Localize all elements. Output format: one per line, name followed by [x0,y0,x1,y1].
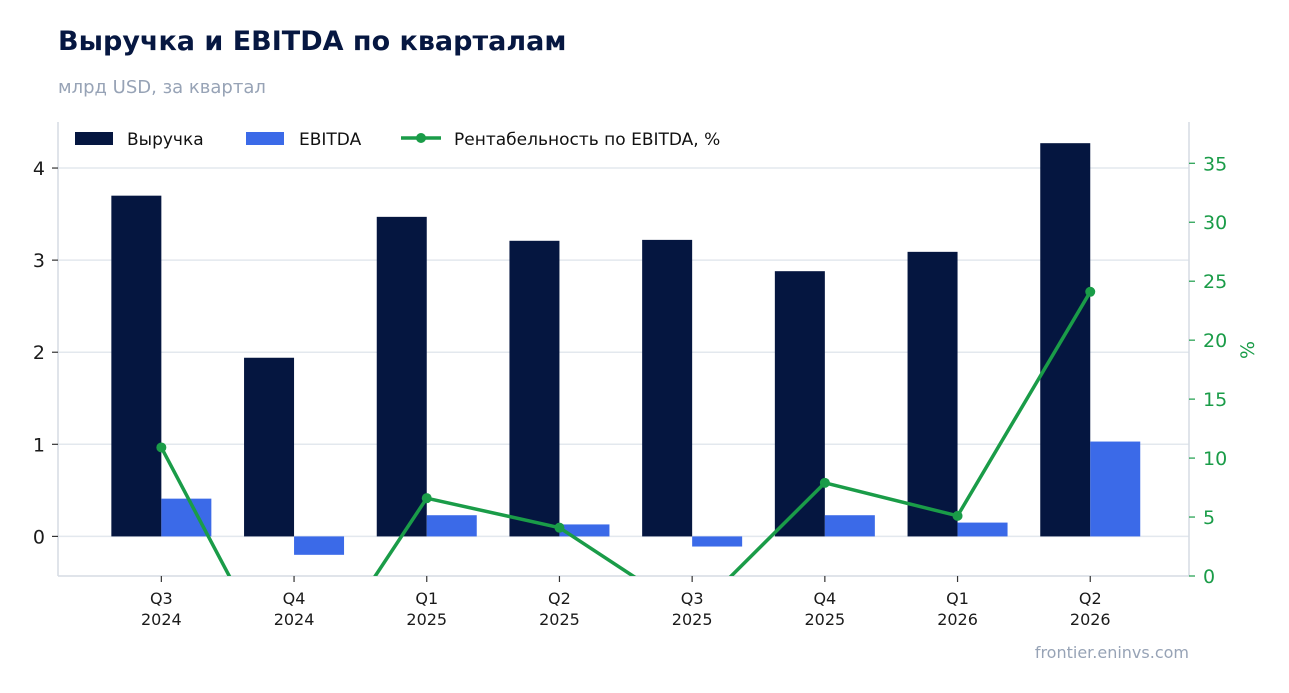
ebitda-bar [294,536,345,555]
ebitda-bar [957,522,1008,537]
margin-point [421,493,432,504]
right-tick-label: 20 [1203,330,1227,352]
x-tick-label: Q3 2024 [141,589,182,629]
grid-lines [58,167,1189,538]
right-tick-label: 10 [1203,448,1227,470]
revenue-bar [907,251,958,537]
right-axis-label: % [1237,341,1259,359]
x-tick-label: Q2 2025 [539,589,580,629]
revenue-bar [642,239,693,537]
left-tick-label: 3 [33,250,45,272]
legend: Выручка EBITDA Рентабельность по EBITDA, % [75,130,720,150]
x-tick-label: Q1 2026 [937,589,978,629]
right-tick-label: 30 [1203,212,1227,234]
ebitda-bar [1090,441,1141,537]
revenue-bar [376,216,427,537]
chart-title: Выручка и EBITDA по кварталам [58,26,567,57]
legend-label-margin: Рентабельность по EBITDA, % [454,130,720,150]
revenue-bar [111,195,162,537]
revenue-bar [1040,143,1091,537]
x-tick-label: Q4 2024 [274,589,315,629]
x-tick-label: Q2 2026 [1070,589,1111,629]
right-tick-label: 15 [1203,389,1227,411]
bar-series [111,143,1141,555]
ebitda-bar [426,515,477,537]
margin-point [554,522,565,533]
margin-point [156,442,167,453]
ebitda-bar [161,498,212,537]
legend-swatch-revenue [75,132,113,145]
right-tick-label: 5 [1203,507,1215,529]
axes [57,122,1190,577]
right-tick-label: 25 [1203,271,1227,293]
x-tick-label: Q3 2025 [672,589,713,629]
ebitda-bar [824,515,875,537]
left-tick-label: 4 [33,158,45,180]
chart-subtitle: млрд USD, за квартал [58,77,266,98]
margin-line [159,290,1092,576]
revenue-bar [509,240,560,537]
legend-swatch-ebitda [246,132,284,145]
x-tick-label: Q1 2025 [406,589,447,629]
margin-point [819,477,830,488]
revenue-bar [244,357,295,537]
revenue-bar [774,271,825,537]
right-tick-label: 35 [1203,153,1227,175]
left-tick-label: 0 [33,526,45,548]
x-tick-label: Q4 2025 [804,589,845,629]
margin-point [1085,286,1096,297]
ebitda-bar [692,536,743,547]
ebitda-bar [559,524,610,537]
left-tick-label: 2 [33,342,45,364]
line-series [156,286,1096,576]
source-note: frontier.eninvs.com [1034,643,1189,662]
legend-label-revenue: Выручка [127,130,204,150]
legend-label-ebitda: EBITDA [299,130,362,150]
left-tick-label: 1 [33,434,45,456]
margin-point [952,510,963,521]
right-tick-label: 0 [1203,566,1215,588]
legend-swatch-margin-marker [416,133,426,143]
tick-labels: 0 1 2 3 4 0 5 10 15 20 25 30 35% Q3 2024 Q4 2024 Q1 2025 Q2… [33,153,1259,629]
